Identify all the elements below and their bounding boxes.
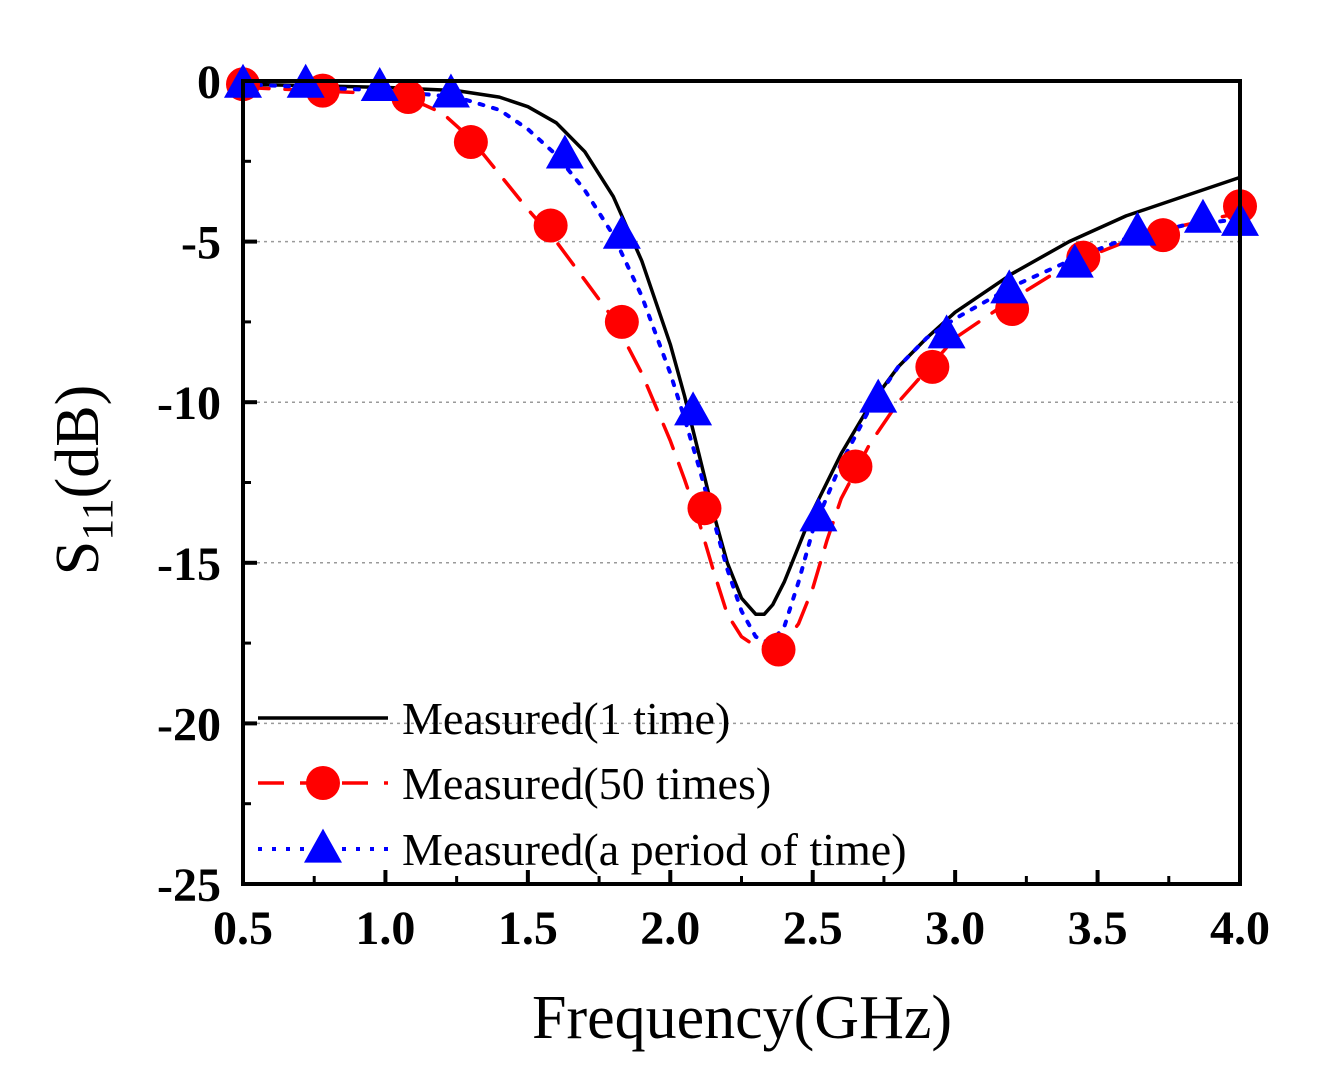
x-tick-label: 0.5 bbox=[213, 902, 273, 955]
circle-marker bbox=[453, 125, 488, 160]
x-tick-label: 2.5 bbox=[783, 902, 843, 955]
circle-marker bbox=[687, 491, 722, 526]
series-line-3 bbox=[241, 82, 1242, 646]
x-axis-title: Frequency(GHz) bbox=[532, 984, 952, 1052]
legend: Measured(1 time) Measured(50 times) Measur… bbox=[258, 693, 907, 875]
series-markers bbox=[224, 63, 1259, 667]
triangle-marker bbox=[360, 67, 399, 102]
triangle-marker bbox=[1183, 198, 1222, 233]
legend-triangle-marker bbox=[304, 828, 342, 863]
legend-label-1: Measured(1 time) bbox=[402, 693, 730, 744]
circle-marker bbox=[915, 349, 950, 384]
triangle-marker bbox=[859, 378, 898, 413]
series-line-1 bbox=[241, 82, 1242, 616]
y-tick-label: -10 bbox=[157, 377, 221, 430]
x-tick-label: 1.0 bbox=[355, 902, 415, 955]
triangle-marker bbox=[990, 269, 1029, 304]
y-axis-title-main: S bbox=[44, 541, 112, 575]
legend-circle-marker bbox=[306, 766, 340, 800]
x-tick-label: 4.0 bbox=[1210, 902, 1270, 955]
y-tick-label: -25 bbox=[157, 859, 221, 912]
triangle-marker bbox=[799, 497, 838, 532]
triangle-marker bbox=[927, 314, 966, 349]
grid bbox=[243, 240, 1240, 725]
circle-marker bbox=[838, 449, 873, 484]
x-tick-label: 3.0 bbox=[925, 902, 985, 955]
triangle-marker bbox=[1055, 243, 1094, 278]
triangle-marker bbox=[431, 73, 470, 108]
triangle-marker bbox=[602, 214, 641, 249]
y-tick-label: -20 bbox=[157, 698, 221, 751]
triangle-marker bbox=[545, 134, 584, 169]
circle-marker bbox=[604, 304, 639, 339]
legend-label-3: Measured(a period of time) bbox=[402, 824, 907, 875]
x-tick-label: 1.5 bbox=[498, 902, 558, 955]
circle-marker bbox=[1146, 218, 1181, 253]
y-axis-title-unit: (dB) bbox=[44, 385, 112, 499]
circle-marker bbox=[391, 80, 426, 115]
y-tick-label: 0 bbox=[197, 56, 221, 109]
x-tick-label: 3.5 bbox=[1068, 902, 1128, 955]
y-axis-title-subscript: 11 bbox=[73, 498, 122, 540]
circle-marker bbox=[761, 632, 796, 667]
axis-ticks: 0.5 1.0 1.5 2.0 2.5 3.0 3.5 4.0 0 -5 -10 -15 -20 -25 bbox=[157, 56, 1270, 955]
legend-label-2: Measured(50 times) bbox=[402, 758, 771, 809]
triangle-marker bbox=[674, 391, 713, 426]
circle-marker bbox=[533, 208, 568, 243]
y-tick-label: -5 bbox=[181, 217, 221, 270]
x-tick-label: 2.0 bbox=[640, 902, 700, 955]
y-axis-title: S11(dB) bbox=[44, 385, 122, 576]
y-tick-label: -15 bbox=[157, 538, 221, 591]
triangle-marker bbox=[1118, 211, 1157, 246]
